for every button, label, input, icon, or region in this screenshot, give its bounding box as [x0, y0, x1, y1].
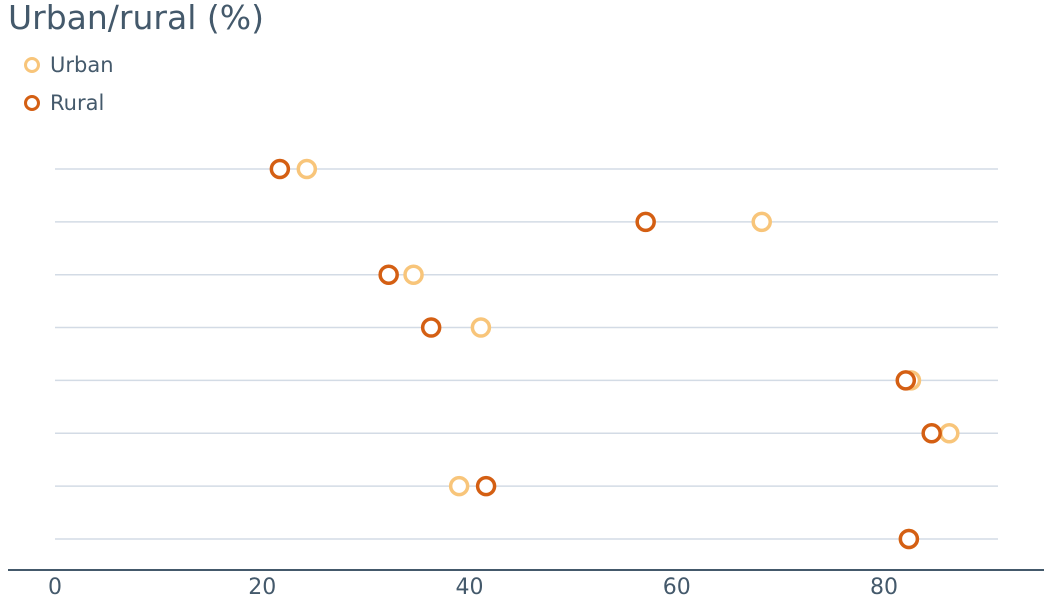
point-rural: [895, 370, 917, 391]
point-urban: [751, 211, 772, 233]
point-rural: [420, 317, 442, 338]
point-urban: [296, 158, 318, 180]
legend-label-urban: Urban: [50, 53, 114, 77]
point-rural: [898, 528, 920, 550]
point-urban: [403, 264, 424, 285]
legend-label-rural: Rural: [50, 91, 105, 115]
x-tick-label: 0: [48, 575, 62, 600]
x-tick-label: 80: [870, 575, 898, 600]
x-tick-label: 40: [456, 575, 484, 600]
point-rural: [269, 158, 291, 180]
x-tick-label: 60: [663, 575, 691, 600]
point-rural: [475, 475, 497, 497]
legend: Urban Rural: [24, 52, 114, 128]
legend-marker-urban: [24, 57, 40, 73]
legend-marker-rural: [24, 95, 40, 111]
point-rural: [378, 264, 399, 285]
point-urban: [939, 423, 960, 444]
legend-item-rural[interactable]: Rural: [24, 90, 114, 116]
chart-title: Urban/rural (%): [8, 0, 264, 37]
point-urban: [470, 317, 492, 338]
x-tick-label: 20: [248, 575, 276, 600]
point-rural: [635, 211, 656, 233]
point-rural: [921, 423, 942, 444]
point-urban: [448, 475, 470, 497]
legend-item-urban[interactable]: Urban: [24, 52, 114, 78]
